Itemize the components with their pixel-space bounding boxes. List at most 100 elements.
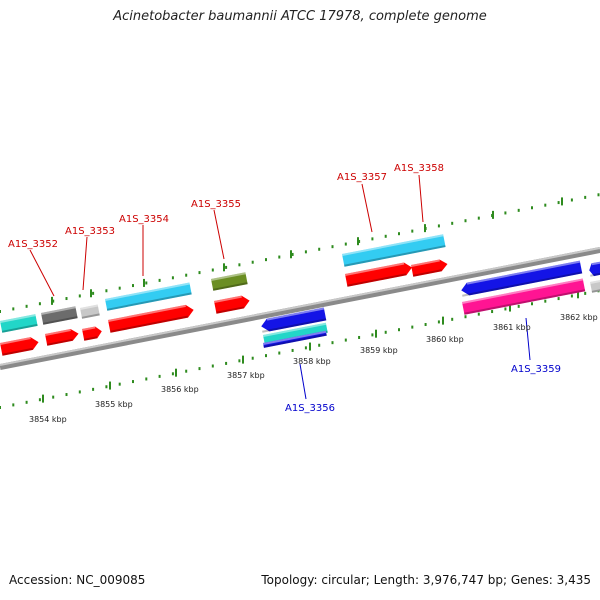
label-leader-lines bbox=[29, 174, 531, 400]
cds-forward bbox=[108, 304, 194, 333]
gene-label[interactable]: A1S_3353 bbox=[65, 226, 115, 237]
light-gray-feature-shade bbox=[591, 288, 600, 293]
minor-tick bbox=[358, 239, 361, 243]
cds-forward-highlight bbox=[45, 329, 71, 336]
scale-label: 3862 kbp bbox=[560, 313, 598, 322]
teal-feature bbox=[0, 314, 38, 333]
major-tick bbox=[223, 263, 225, 272]
minor-tick bbox=[517, 304, 520, 308]
scale-label: 3857 kbp bbox=[227, 371, 265, 380]
scale-label: 3858 kbp bbox=[293, 357, 331, 366]
cds-forward bbox=[45, 329, 79, 346]
scale-label: 3859 kbp bbox=[360, 346, 398, 355]
minor-tick bbox=[225, 265, 228, 269]
major-tick bbox=[577, 290, 579, 299]
olive-feature bbox=[211, 272, 248, 291]
scale-label: 3854 kbp bbox=[29, 415, 67, 424]
gene-label[interactable]: A1S_3354 bbox=[119, 214, 169, 225]
gene-label[interactable]: A1S_3357 bbox=[337, 172, 387, 183]
scale-label: 3855 kbp bbox=[95, 400, 133, 409]
minor-tick bbox=[158, 278, 161, 282]
minor-tick bbox=[198, 271, 201, 275]
minor-tick bbox=[584, 291, 587, 295]
cyan-feature-body bbox=[342, 234, 446, 267]
minor-tick bbox=[544, 203, 547, 207]
cyan-feature-shade bbox=[106, 292, 192, 311]
gene-label[interactable]: A1S_3359 bbox=[511, 364, 561, 375]
major-tick bbox=[375, 329, 377, 338]
gene-label[interactable]: A1S_3358 bbox=[394, 163, 444, 174]
minor-tick bbox=[198, 367, 201, 371]
cyan-feature-body bbox=[105, 282, 192, 311]
minor-tick bbox=[411, 229, 414, 233]
minor-tick bbox=[105, 385, 108, 389]
cds-forward-body bbox=[45, 329, 79, 346]
minor-tick bbox=[278, 255, 281, 259]
minor-tick bbox=[92, 387, 95, 391]
major-tick bbox=[309, 342, 311, 351]
genome-stats-label: Topology: circular; Length: 3,976,747 bp… bbox=[261, 573, 591, 587]
cds-forward-highlight bbox=[214, 295, 242, 303]
minor-tick bbox=[358, 335, 361, 339]
blue-feature bbox=[263, 330, 327, 348]
minor-tick bbox=[371, 237, 374, 241]
leader-line bbox=[418, 174, 424, 223]
light-gray-feature-highlight bbox=[80, 304, 99, 310]
minor-tick bbox=[371, 333, 374, 337]
gray-feature bbox=[41, 306, 78, 325]
cds-reverse-body bbox=[589, 261, 600, 277]
leader-line bbox=[299, 363, 307, 400]
gene-label[interactable]: A1S_3356 bbox=[285, 403, 335, 414]
minor-tick bbox=[78, 294, 81, 298]
gene-label[interactable]: A1S_3352 bbox=[8, 239, 58, 250]
light-gray-feature-body bbox=[590, 280, 600, 293]
minor-tick bbox=[451, 317, 454, 321]
genome-backbone bbox=[0, 247, 600, 370]
cds-reverse-body bbox=[461, 260, 583, 296]
major-tick bbox=[51, 296, 53, 305]
minor-tick bbox=[304, 346, 307, 350]
cds-forward bbox=[0, 337, 39, 356]
gene-label[interactable]: A1S_3355 bbox=[191, 199, 241, 210]
gray-feature-shade bbox=[42, 316, 78, 325]
map-title: Acinetobacter baumannii ATCC 17978, comp… bbox=[113, 9, 487, 24]
minor-tick bbox=[531, 302, 533, 306]
light-gray-feature-body bbox=[80, 304, 100, 319]
major-tick bbox=[357, 237, 359, 246]
minor-tick bbox=[25, 304, 28, 308]
inner-tick-track bbox=[0, 289, 600, 409]
cds-forward bbox=[411, 259, 448, 277]
minor-tick bbox=[211, 364, 214, 368]
minor-tick bbox=[171, 372, 174, 376]
minor-tick bbox=[584, 195, 587, 199]
light-gray-feature-highlight bbox=[590, 280, 600, 284]
cds-forward-body bbox=[345, 262, 413, 287]
minor-tick bbox=[251, 260, 254, 264]
light-gray-feature bbox=[590, 280, 600, 293]
minor-tick bbox=[464, 219, 467, 223]
teal-feature-body bbox=[263, 322, 328, 345]
scale-label: 3861 kbp bbox=[493, 323, 531, 332]
minor-tick bbox=[251, 356, 254, 360]
gene-labels: A1S_3352 A1S_3353 A1S_3354 A1S_3355 A1S_… bbox=[8, 163, 561, 414]
cds-reverse-body bbox=[261, 307, 327, 332]
cds-reverse-highlight bbox=[591, 261, 600, 266]
minor-tick bbox=[437, 320, 440, 324]
leader-line bbox=[361, 183, 373, 233]
cds-forward-shade bbox=[412, 269, 442, 277]
minor-tick bbox=[570, 198, 573, 202]
outer-tick-track bbox=[0, 193, 600, 313]
minor-tick bbox=[118, 286, 121, 290]
minor-tick bbox=[238, 359, 241, 363]
cds-forward-highlight bbox=[411, 259, 440, 267]
minor-tick bbox=[52, 299, 55, 303]
minor-tick bbox=[318, 343, 321, 347]
cds-reverse-shade bbox=[462, 271, 583, 297]
major-tick bbox=[42, 394, 44, 403]
olive-feature-highlight bbox=[211, 272, 246, 281]
minor-tick bbox=[517, 208, 520, 212]
gray-feature-highlight bbox=[41, 306, 76, 315]
minor-tick bbox=[25, 400, 28, 404]
minor-tick bbox=[437, 224, 440, 228]
